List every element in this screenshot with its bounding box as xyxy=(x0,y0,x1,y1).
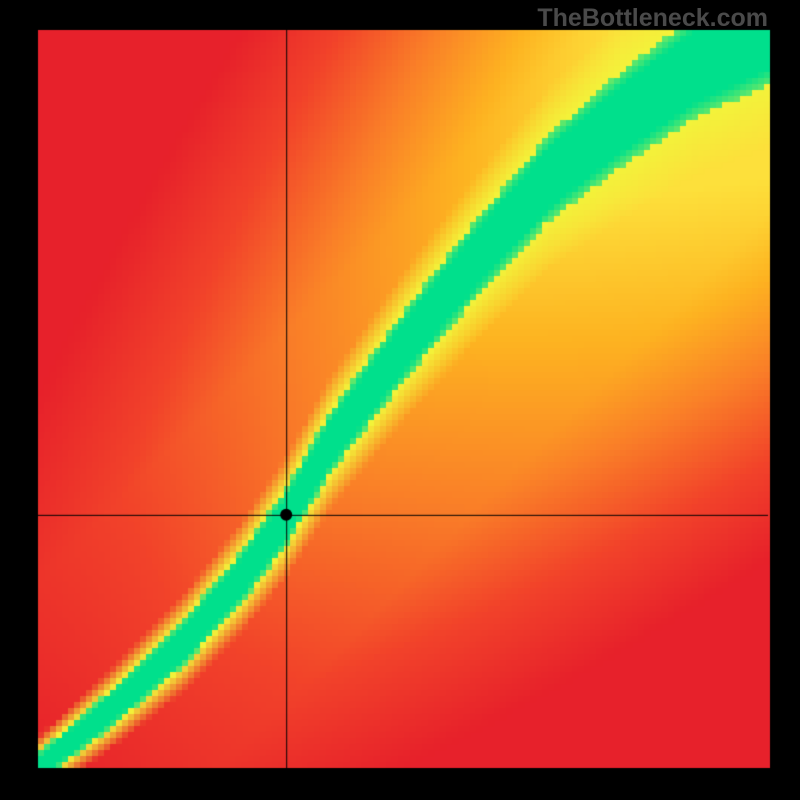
chart-container: TheBottleneck.com xyxy=(0,0,800,800)
watermark-text: TheBottleneck.com xyxy=(537,4,768,33)
heatmap-canvas xyxy=(0,0,800,800)
